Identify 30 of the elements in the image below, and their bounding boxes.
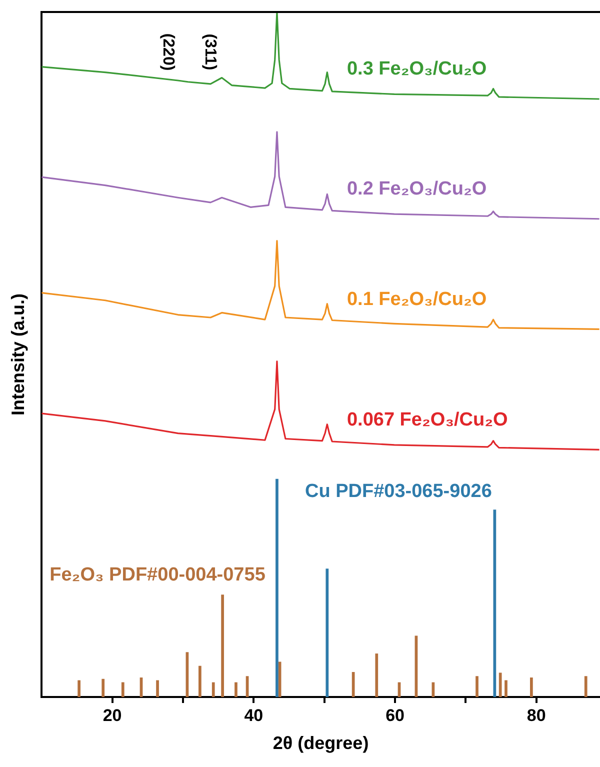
annotation: (220) bbox=[160, 33, 177, 71]
bar bbox=[102, 678, 105, 697]
bar bbox=[234, 682, 238, 697]
bar bbox=[221, 594, 224, 697]
x-tick-label: 40 bbox=[244, 706, 264, 725]
x-tick-label: 20 bbox=[102, 706, 122, 725]
x-axis-title: 2θ (degree) bbox=[272, 733, 369, 754]
y-axis-title: Intensity (a.u.) bbox=[8, 293, 28, 416]
bar bbox=[198, 666, 202, 697]
series-label: 0.067 Fe₂O₃/Cu₂O bbox=[346, 409, 508, 430]
bar bbox=[375, 654, 378, 697]
text: Fe₂O₃ PDF#00-004-0755 bbox=[50, 564, 266, 586]
x-tick-label: 60 bbox=[386, 706, 404, 725]
series-label: 0.1 Fe₂O₃/Cu₂O bbox=[346, 288, 487, 310]
series-label: 0.2 Fe₂O₃/Cu₂O bbox=[346, 178, 487, 200]
series-label: Cu PDF#03-065-9026 bbox=[304, 480, 492, 502]
bar bbox=[504, 680, 508, 697]
bar bbox=[498, 672, 502, 697]
bar bbox=[121, 682, 124, 697]
series-label: 0.3 Fe₂O₃/Cu₂O bbox=[346, 58, 487, 80]
bar bbox=[476, 676, 478, 697]
annotation: (311) bbox=[202, 34, 219, 70]
bar bbox=[326, 568, 329, 697]
bar bbox=[584, 676, 588, 697]
bar bbox=[530, 677, 533, 697]
x-tick-label: 80 bbox=[526, 706, 546, 725]
bar bbox=[156, 680, 159, 697]
bar bbox=[78, 680, 80, 697]
bar bbox=[276, 478, 278, 697]
bar bbox=[212, 682, 215, 697]
